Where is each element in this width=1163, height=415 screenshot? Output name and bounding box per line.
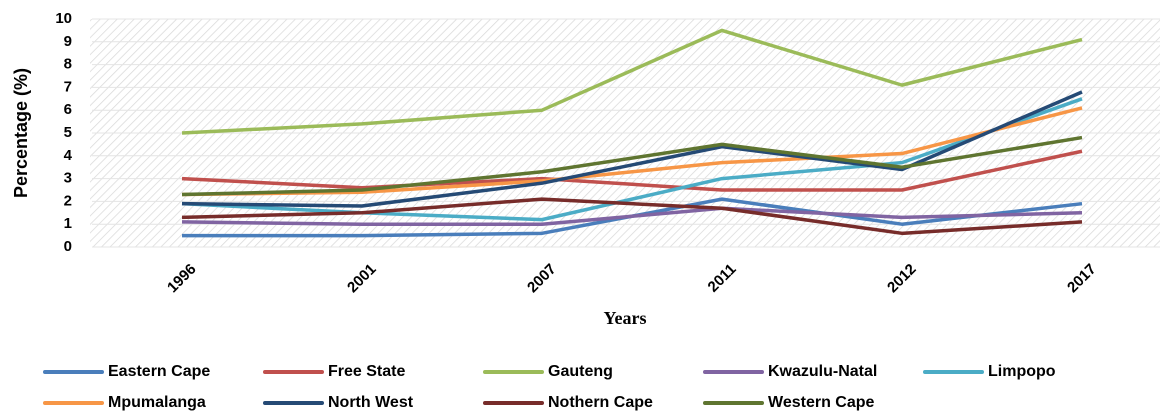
y-tick-label: 1 [64, 215, 72, 232]
series-line [181, 135, 1083, 197]
y-axis-title: Percentage (%) [11, 68, 31, 198]
legend-label: North West [328, 394, 414, 411]
x-tick-label: 2011 [705, 261, 740, 296]
y-tick-label: 7 [64, 78, 72, 95]
x-axis-title: Years [604, 308, 647, 328]
x-tick-label: 2017 [1064, 261, 1100, 297]
legend-label: Free State [328, 363, 405, 380]
y-tick-label: 6 [64, 101, 72, 118]
x-tick-label: 1996 [164, 261, 200, 297]
x-tick-label: 2012 [884, 261, 920, 297]
series-line [181, 106, 1083, 197]
legend-label: Gauteng [548, 363, 613, 380]
series-line [181, 97, 1083, 222]
legend-label: Mpumalanga [108, 394, 206, 411]
series-line [181, 28, 1083, 135]
y-tick-label: 0 [64, 238, 72, 255]
y-tick-label: 10 [55, 10, 72, 27]
series-line [181, 90, 1083, 208]
y-tick-label: 3 [64, 170, 72, 187]
y-tick-label: 4 [64, 147, 73, 164]
legend-label: Eastern Cape [108, 363, 210, 380]
y-tick-label: 9 [64, 33, 72, 50]
series-line [181, 206, 1083, 226]
y-tick-label: 2 [64, 192, 72, 209]
series-line [181, 197, 1083, 236]
y-tick-label: 5 [64, 124, 72, 141]
x-tick-label: 2001 [344, 261, 380, 297]
legend-label: Limpopo [988, 363, 1056, 380]
legend-label: Western Cape [768, 394, 875, 411]
y-tick-label: 8 [64, 56, 72, 73]
series-line [181, 149, 1083, 192]
legend-label: Kwazulu-Natal [768, 363, 877, 380]
legend-label: Nothern Cape [548, 394, 653, 411]
x-tick-label: 2007 [524, 261, 560, 297]
